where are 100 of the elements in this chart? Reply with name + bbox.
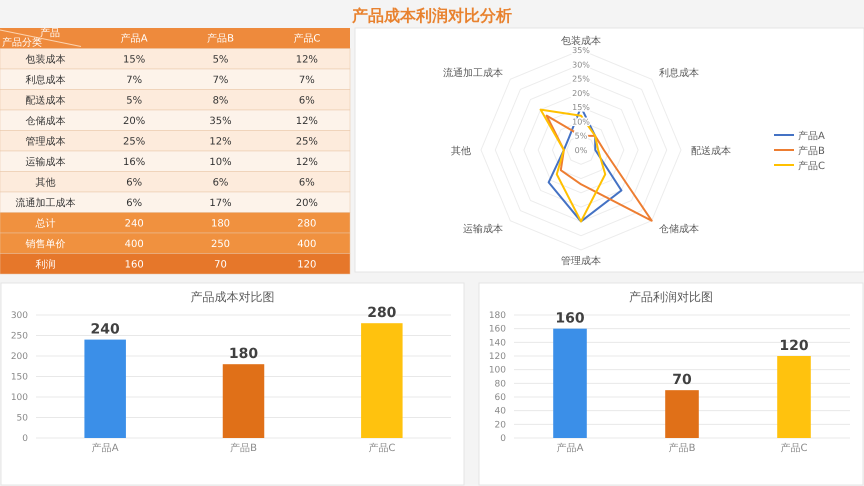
text: 5% [126,95,142,106]
text: 400 [124,238,144,250]
text: 6% [212,177,228,188]
category-label: 产品A [120,32,148,44]
y-tick-label: 180 [488,311,506,321]
spoke-label: 其他 [451,145,471,157]
spoke-label: 利息成本 [658,67,699,80]
y-tick-label: 80 [494,379,506,390]
x-tick-label: 产品C [780,442,808,454]
category-label: 其他 [36,177,56,188]
y-tick-label: 35% [572,46,590,55]
data-label: 120 [779,338,809,354]
y-tick-label: 250 [10,332,28,342]
legend-label: 产品A [798,130,825,142]
text: 7% [298,74,315,86]
y-tick-label: 150 [10,372,28,382]
text: 12% [296,54,318,66]
text: 16% [123,156,146,168]
x-tick-label: 产品C [368,442,396,454]
chart-title: 产品利润对比图 [629,290,713,304]
data-label: 240 [90,322,120,338]
category-label: 销售单价 [26,238,66,250]
y-tick-label: 40 [494,406,506,417]
text: 12% [209,136,232,148]
text: 7% [126,74,142,86]
text: 17% [209,198,232,209]
category-label: 总计 [36,218,56,230]
text: 12% [296,116,318,127]
category-label: 产品B [207,32,234,44]
x-tick-label: 产品A [92,442,119,454]
y-tick-label: 200 [10,352,28,362]
data-label: 280 [367,305,397,322]
bar [84,340,126,438]
text: 400 [297,238,316,250]
text: 7% [212,74,228,86]
spoke-label: 配送成本 [691,145,731,157]
y-tick-label: 100 [488,366,506,376]
bar [553,328,587,438]
data-label: 180 [228,346,258,362]
spoke-label: 仓储成本 [658,222,699,235]
spoke-label: 包装成本 [561,35,601,47]
text: 6% [126,198,142,209]
text: 250 [210,238,230,250]
text: 25% [123,136,146,148]
category-label: 利润 [36,259,56,270]
x-tick-label: 产品A [556,442,584,454]
y-tick-label: 60 [494,393,506,403]
text: 25% [296,136,318,148]
category-label: 流通加工成本 [16,198,76,209]
category-label: 利息成本 [26,74,66,86]
text: 产品 [40,27,60,40]
y-tick-label: 20% [572,88,590,98]
text: 10% [209,156,232,168]
text: 240 [124,218,144,230]
text: 6% [298,177,315,188]
y-tick-label: 100 [10,393,28,403]
text: 6% [298,95,315,106]
text: 12% [296,156,318,168]
category-label: 包装成本 [26,54,66,66]
text: 160 [124,259,144,270]
spoke-label: 管理成本 [561,255,601,267]
y-tick-label: 25% [572,74,590,84]
text: 产品分类 [2,36,42,48]
y-tick-label: 300 [10,311,28,321]
text: 8% [212,95,228,106]
data-label: 70 [672,372,692,388]
text: 5% [212,54,228,66]
category-label: 仓储成本 [26,116,66,127]
chart-title: 产品成本对比图 [190,290,274,304]
text: 180 [210,218,230,230]
text: 6% [126,177,142,188]
text: 70 [214,259,227,270]
x-tick-label: 产品B [230,442,258,454]
y-tick-label: 160 [488,324,506,335]
category-label: 运输成本 [26,156,66,168]
y-tick-label: 140 [488,338,506,348]
y-tick-label: 50 [16,414,28,424]
text: 20% [123,116,146,127]
text: 20% [296,198,318,209]
y-tick-label: 0% [574,146,588,155]
y-tick-label: 0 [500,434,506,444]
spoke-label: 运输成本 [463,222,504,235]
legend-label: 产品B [798,145,825,157]
bar [222,364,264,438]
text: 35% [209,116,232,127]
text: 280 [297,218,316,230]
category-label: 管理成本 [26,136,66,148]
text: 120 [297,259,316,270]
y-tick-label: 30% [572,60,590,70]
text: 产品成本利润对比分析 [351,6,512,25]
legend-label: 产品C [798,160,825,172]
bar [777,356,811,438]
category-label: 产品C [293,32,320,44]
category-label: 配送成本 [26,95,66,106]
bar [665,390,699,438]
spoke-label: 流通加工成本 [443,67,504,80]
y-tick-label: 120 [488,352,506,362]
text: 15% [123,54,146,66]
x-tick-label: 产品B [668,442,696,454]
y-tick-label: 20 [494,420,506,430]
